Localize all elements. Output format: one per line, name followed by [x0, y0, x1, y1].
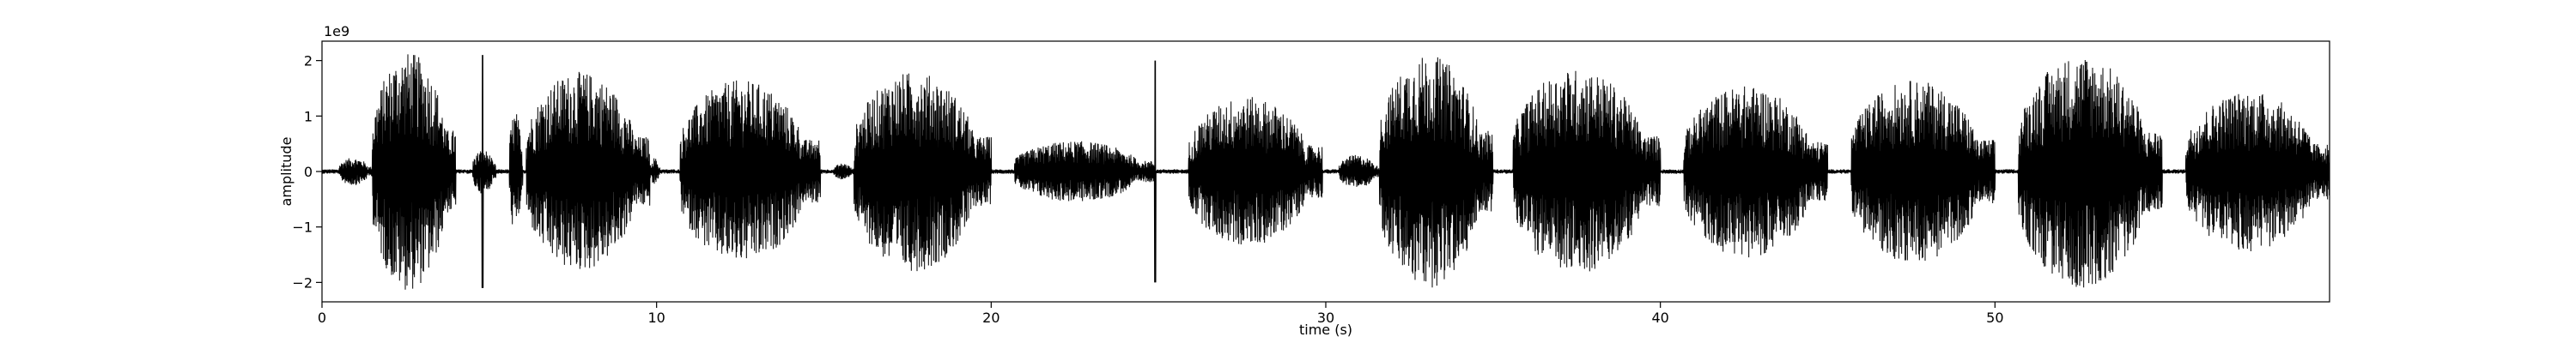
y-axis-label: amplitude [278, 137, 295, 207]
y-axis-ticks: −2 −1 0 1 2 [292, 53, 322, 291]
y-tick-label: −1 [292, 220, 313, 236]
x-axis-ticks: 0 10 20 30 40 50 [318, 302, 2004, 326]
x-tick-label: 50 [1986, 310, 2003, 326]
x-tick-label: 40 [1651, 310, 1668, 326]
x-axis-label: time (s) [1299, 322, 1352, 338]
x-tick-label: 30 [1317, 310, 1334, 326]
y-tick-label: 0 [304, 164, 313, 180]
x-tick-label: 20 [982, 310, 999, 326]
x-tick-label: 0 [318, 310, 326, 326]
y-tick-label: 1 [304, 108, 313, 124]
y-offset-label: 1e9 [324, 23, 349, 39]
amplitude-waveform [322, 54, 2330, 290]
y-tick-label: −2 [292, 274, 313, 291]
x-tick-label: 10 [647, 310, 665, 326]
y-tick-label: 2 [304, 53, 313, 69]
